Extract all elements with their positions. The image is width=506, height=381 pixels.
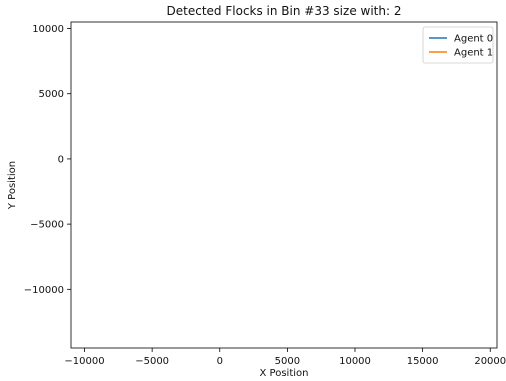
y-tick-label: 10000 bbox=[32, 24, 64, 35]
chart-title: Detected Flocks in Bin #33 size with: 2 bbox=[167, 4, 402, 18]
legend-label-0: Agent 0 bbox=[454, 34, 493, 45]
y-tick-label: −10000 bbox=[24, 285, 64, 296]
x-tick-label: 0 bbox=[217, 356, 223, 367]
legend: Agent 0 Agent 1 bbox=[422, 26, 494, 64]
x-tick-label: 5000 bbox=[275, 356, 300, 367]
x-tick-label: −10000 bbox=[64, 356, 104, 367]
y-axis-label: Y Position bbox=[7, 161, 18, 210]
x-tick-label: −5000 bbox=[135, 356, 169, 367]
x-tick-label: 20000 bbox=[474, 356, 506, 367]
x-tick-label: 15000 bbox=[407, 356, 439, 367]
plot-frame bbox=[70, 21, 498, 349]
x-tick-label: 10000 bbox=[339, 356, 371, 367]
y-tick-label: −5000 bbox=[30, 220, 64, 231]
y-tick-label: 0 bbox=[58, 154, 64, 165]
legend-box bbox=[422, 26, 494, 64]
x-axis-label: X Position bbox=[260, 368, 309, 379]
axis-group: −10000 −5000 0 5000 10000 15000 20000 −10000 −50… bbox=[24, 21, 506, 367]
legend-label-1: Agent 1 bbox=[454, 48, 493, 59]
y-tick-label: 5000 bbox=[39, 89, 64, 100]
